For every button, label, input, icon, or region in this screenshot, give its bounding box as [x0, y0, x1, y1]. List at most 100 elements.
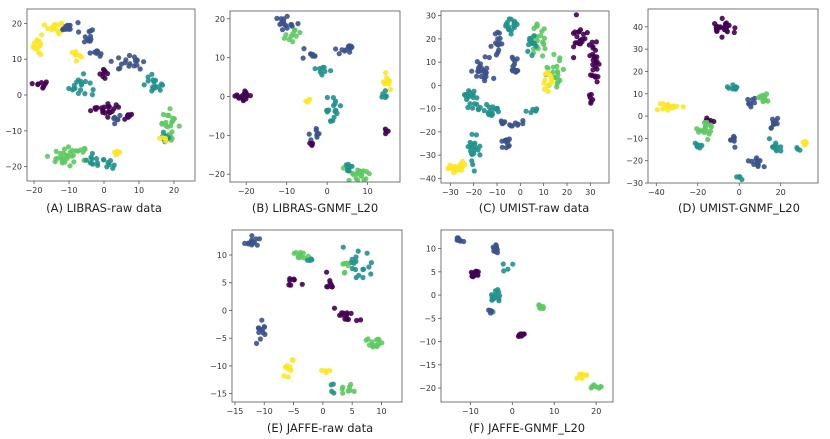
data-point	[340, 244, 346, 250]
data-point	[353, 254, 359, 260]
data-point	[680, 104, 686, 110]
data-point	[312, 66, 318, 72]
data-point	[291, 277, 297, 283]
data-point	[368, 260, 374, 266]
data-point	[477, 61, 484, 67]
data-point	[697, 142, 703, 148]
data-point	[736, 174, 742, 180]
data-point	[80, 71, 87, 77]
data-point	[339, 47, 345, 53]
data-point	[33, 39, 40, 45]
scatter-panels: −20 −10 0 10 20 −20 −10 0 10 20 (A) LIBRAS-raw dat…	[5, 8, 819, 435]
data-point	[88, 108, 94, 114]
data-point	[340, 390, 346, 396]
data-point	[482, 78, 488, 84]
data-point	[571, 55, 577, 61]
data-point	[579, 39, 585, 45]
data-point	[164, 112, 170, 118]
data-point	[361, 177, 367, 182]
data-point	[328, 382, 334, 388]
data-point	[584, 29, 590, 36]
data-point	[132, 58, 139, 64]
data-point	[163, 138, 169, 144]
data-point	[704, 115, 710, 121]
x-tick-label: 0	[101, 186, 106, 195]
data-point	[344, 316, 350, 322]
data-point	[704, 119, 710, 125]
data-point	[471, 101, 478, 107]
axes-frame	[440, 10, 610, 184]
data-point	[45, 26, 51, 32]
data-point	[281, 373, 287, 379]
axes-frame	[440, 229, 614, 403]
data-point	[470, 161, 476, 168]
y-tick-label: 5	[431, 268, 436, 277]
data-point	[465, 144, 471, 150]
data-point	[333, 46, 339, 52]
y-tick-label: −20	[626, 157, 643, 166]
y-tick-label: −15	[419, 361, 436, 370]
y-tick-label: 20	[633, 67, 643, 76]
data-point	[113, 102, 119, 108]
data-point	[732, 144, 738, 150]
data-point	[731, 29, 737, 36]
data-point	[331, 102, 337, 109]
y-tick-label: −10	[626, 134, 643, 143]
x-tick-label: 0	[325, 187, 330, 196]
data-point	[345, 168, 351, 174]
data-point	[754, 160, 760, 167]
data-point	[150, 86, 156, 92]
panel-caption: (F) JAFFE-GNMF_L20	[469, 421, 585, 435]
data-point	[477, 143, 483, 149]
y-tick-label: −10	[419, 105, 436, 114]
data-point	[348, 310, 354, 316]
data-point	[541, 26, 547, 32]
y-tick-label: −20	[208, 170, 225, 179]
axes-frame	[647, 8, 819, 184]
data-point	[95, 162, 101, 168]
data-points	[29, 20, 182, 171]
x-tick-label: −10	[61, 186, 78, 195]
data-point	[274, 15, 280, 21]
data-point	[513, 68, 519, 74]
data-point	[366, 264, 372, 270]
data-point	[288, 22, 294, 28]
data-point	[493, 52, 499, 58]
y-tick-label: −40	[419, 174, 436, 183]
x-tick-label: −10	[256, 407, 273, 416]
data-point	[149, 71, 155, 77]
data-point	[341, 270, 348, 276]
data-point	[665, 107, 671, 113]
data-point	[40, 84, 47, 90]
data-point	[297, 29, 303, 36]
data-point	[65, 144, 72, 150]
data-point	[67, 26, 73, 32]
data-point	[108, 58, 114, 64]
data-point	[324, 284, 330, 290]
data-point	[279, 27, 286, 33]
data-point	[803, 139, 809, 145]
data-point	[67, 163, 73, 169]
y-tick-label: 0	[17, 91, 22, 100]
data-point	[112, 149, 118, 155]
scatter-panel-d: −40 −20 0 20 −30 −20 −10 0 10 20 30 40 (D) UMIST-GNM…	[626, 8, 819, 215]
data-point	[87, 50, 93, 56]
data-point	[53, 156, 59, 162]
data-point	[491, 75, 497, 81]
x-tick-label: −5	[288, 407, 300, 416]
data-point	[141, 59, 147, 65]
data-point	[702, 125, 708, 131]
x-tick-label: −20	[465, 188, 482, 197]
data-point	[240, 98, 246, 104]
data-point	[49, 24, 55, 30]
data-point	[475, 68, 481, 74]
y-tick-label: −15	[210, 390, 227, 399]
x-tick-label: 20	[776, 188, 786, 197]
data-point	[694, 126, 700, 132]
data-point	[75, 90, 81, 96]
data-point	[491, 245, 497, 251]
y-tick-label: 0	[638, 112, 643, 121]
scatter-panel-a: −20 −10 0 10 20 −20 −10 0 10 20 (A) LIBRAS-raw dat…	[5, 8, 196, 215]
